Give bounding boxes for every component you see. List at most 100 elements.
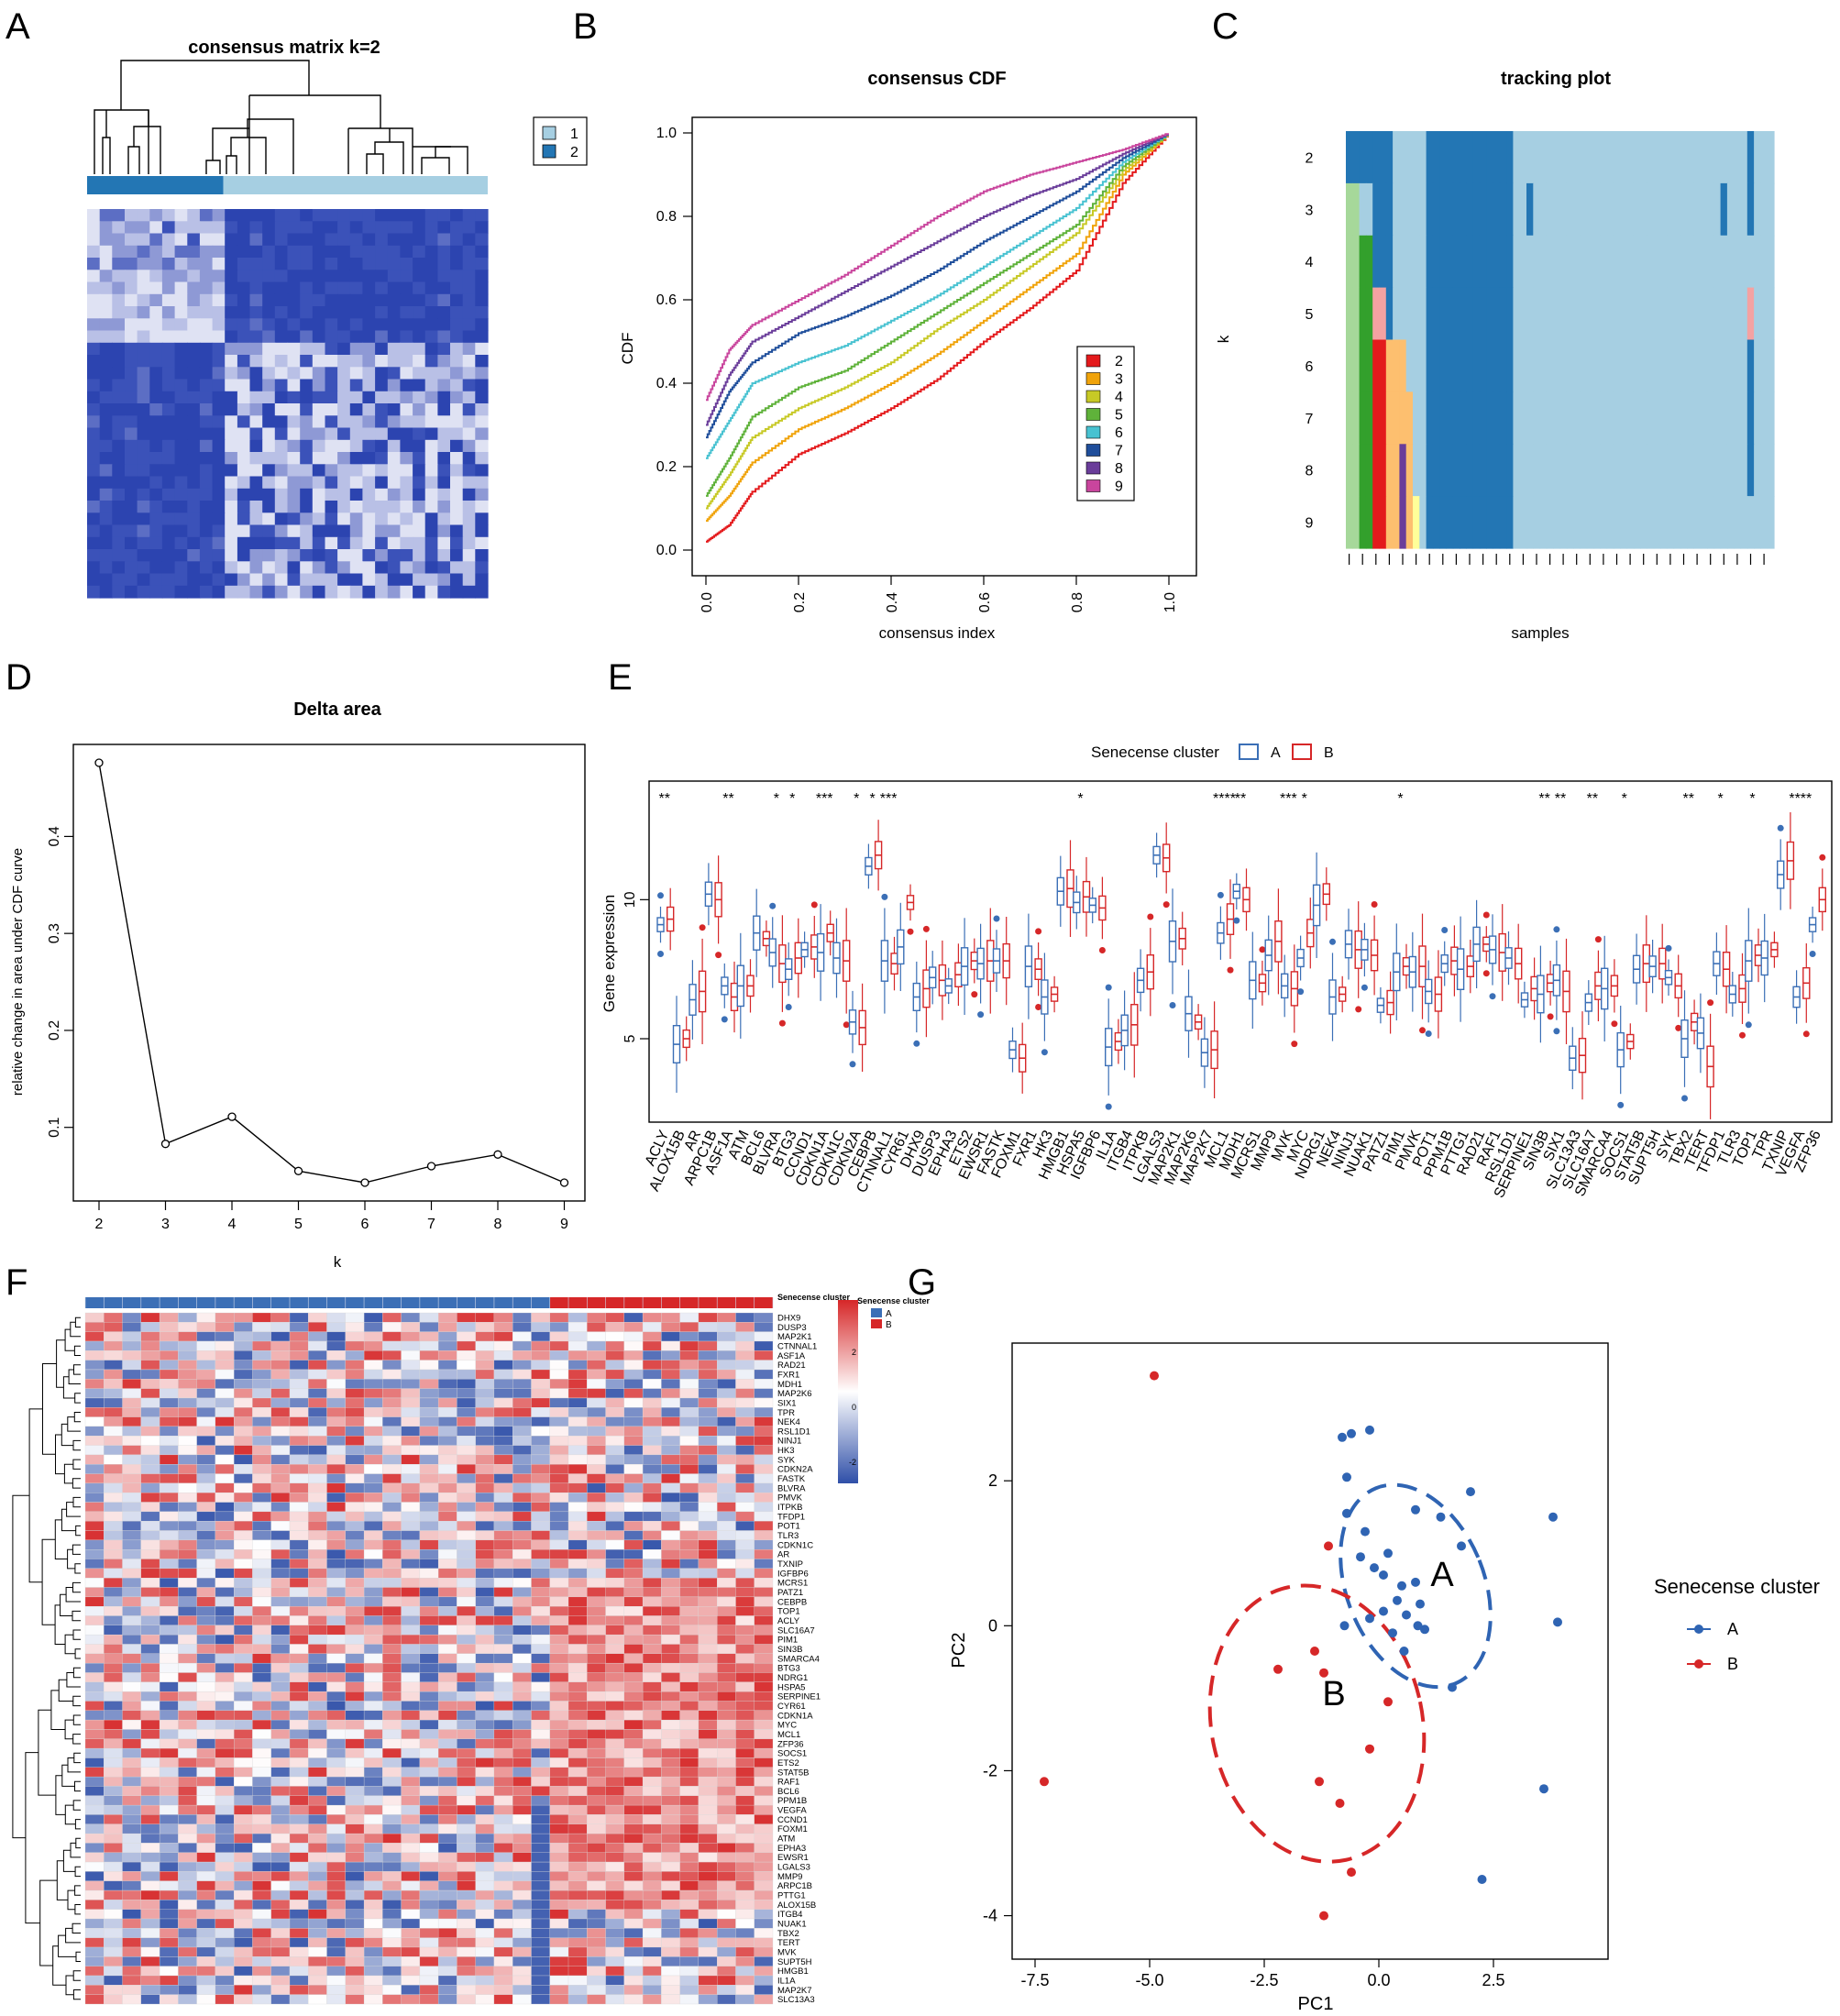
- panel-f-cell: [326, 1388, 346, 1399]
- panel-a-cell: [112, 281, 126, 295]
- panel-f-cell: [289, 1379, 309, 1389]
- panel-f-cell: [140, 1568, 160, 1579]
- panel-f-cell: [531, 1521, 550, 1531]
- panel-c-cell: [1660, 182, 1668, 237]
- panel-f-cell: [642, 1388, 662, 1399]
- panel-f-cell: [605, 1843, 625, 1853]
- panel-e-sig-mark: **: [1682, 791, 1693, 807]
- panel-f-cell: [549, 1719, 569, 1730]
- panel-a-cell: [237, 391, 251, 404]
- panel-a-cell: [99, 391, 113, 404]
- panel-f-cell: [475, 1511, 495, 1522]
- panel-f-cell: [531, 1397, 550, 1408]
- panel-f-cell: [401, 1804, 421, 1815]
- panel-f-dendro-branch: [63, 1463, 73, 1484]
- panel-c-cell: [1687, 339, 1694, 392]
- panel-a-cell: [187, 293, 201, 307]
- panel-f-cell: [549, 1900, 569, 1910]
- panel-f-cell: [178, 1956, 197, 1966]
- panel-f-cell: [159, 1786, 179, 1796]
- panel-a-cell: [249, 245, 263, 259]
- panel-f-cell: [512, 1804, 532, 1815]
- panel-a-cell: [375, 524, 389, 538]
- panel-f-cell: [382, 1416, 402, 1427]
- panel-f-cell: [587, 1464, 606, 1474]
- panel-f-cell: [122, 1559, 141, 1569]
- panel-c-cell: [1466, 444, 1474, 497]
- panel-f-cell: [605, 1672, 625, 1682]
- panel-f-cell: [512, 1672, 532, 1682]
- panel-f-cell: [698, 1464, 718, 1474]
- panel-f-cell: [679, 1596, 700, 1607]
- panel-f-cell: [104, 1928, 123, 1938]
- panel-f-cell: [437, 1549, 457, 1559]
- panel-f-cell: [326, 1653, 346, 1664]
- panel-f-cell: [623, 1909, 644, 1920]
- panel-a-cell: [287, 512, 301, 526]
- panel-f-cell: [549, 1889, 569, 1900]
- panel-f-cell: [308, 1663, 327, 1673]
- panel-d-point: [426, 1162, 436, 1171]
- panel-a-cell: [174, 379, 188, 392]
- panel-a-cell: [199, 221, 214, 235]
- panel-a-cell: [99, 512, 113, 526]
- panel-f-cell: [493, 1804, 513, 1815]
- panel-f-cell: [531, 1823, 550, 1834]
- panel-f-cell: [326, 1416, 346, 1427]
- panel-f-cell: [661, 1615, 680, 1625]
- panel-e-outlier: [1611, 1020, 1618, 1028]
- panel-c-k-label-7: 7: [1306, 412, 1314, 427]
- panel-a-cell: [375, 561, 389, 575]
- panel-f-dendro-branch: [65, 1587, 81, 1603]
- panel-f-cell: [401, 1625, 421, 1636]
- panel-f-cell: [419, 1880, 439, 1891]
- panel-f-cell: [531, 1473, 550, 1484]
- panel-a-cell: [212, 524, 226, 538]
- panel-f-cell: [326, 1407, 346, 1417]
- panel-f-cell: [289, 1823, 309, 1834]
- panel-f-cell: [437, 1493, 457, 1503]
- panel-f-cell: [549, 1625, 569, 1636]
- panel-a-cell: [137, 415, 150, 429]
- panel-f-cell: [475, 1653, 495, 1664]
- panel-a-cell: [325, 501, 338, 513]
- panel-a-cell: [337, 293, 351, 307]
- panel-c-cell: [1372, 131, 1381, 184]
- panel-f-cell: [735, 1369, 755, 1380]
- panel-f-cell: [122, 1454, 141, 1465]
- panel-f-cell: [531, 1511, 550, 1522]
- panel-a-cell: [475, 561, 489, 575]
- panel-f-cell: [84, 1464, 105, 1474]
- panel-f-cell: [475, 1407, 495, 1417]
- panel-f-cell: [401, 1691, 421, 1702]
- panel-f-cell: [382, 1889, 402, 1900]
- panel-f-cell: [754, 1331, 774, 1342]
- panel-a-cell: [87, 209, 101, 222]
- panel-f-cell: [623, 1625, 644, 1636]
- panel-f-cell: [642, 1587, 662, 1597]
- panel-c-cell: [1754, 182, 1761, 237]
- panel-f-cell: [104, 1388, 123, 1399]
- panel-f-cell: [196, 1493, 216, 1503]
- panel-f-cell: [419, 1549, 439, 1559]
- panel-f-cell: [345, 1871, 365, 1881]
- panel-a-cell: [125, 281, 138, 295]
- panel-c-cell: [1452, 391, 1460, 445]
- panel-a-cell: [325, 221, 338, 235]
- panel-f-cell: [531, 1559, 550, 1569]
- panel-f-cell: [493, 1672, 513, 1682]
- panel-f-cell: [493, 1776, 513, 1787]
- panel-c-cell: [1526, 131, 1534, 184]
- panel-f-cell: [234, 1900, 253, 1910]
- panel-f-cell: [196, 1710, 216, 1721]
- panel-f-cell: [754, 1767, 774, 1778]
- panel-f-cell: [457, 1946, 476, 1957]
- panel-f-cell: [457, 1795, 476, 1806]
- panel-c-cell: [1379, 131, 1387, 184]
- panel-f-cell: [252, 1539, 271, 1550]
- panel-a-cell: [312, 221, 326, 235]
- panel-f-cell: [159, 1350, 179, 1361]
- panel-f-cell: [605, 1681, 625, 1692]
- panel-f-cell: [196, 1568, 216, 1579]
